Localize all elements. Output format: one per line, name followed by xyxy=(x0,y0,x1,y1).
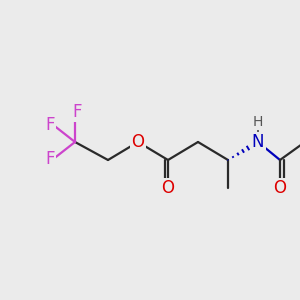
Text: F: F xyxy=(45,116,55,134)
Text: F: F xyxy=(45,150,55,168)
Text: N: N xyxy=(252,133,264,151)
Text: F: F xyxy=(72,103,82,121)
Text: O: O xyxy=(161,179,175,197)
Text: O: O xyxy=(274,179,286,197)
Text: H: H xyxy=(253,115,263,129)
Text: O: O xyxy=(131,133,145,151)
